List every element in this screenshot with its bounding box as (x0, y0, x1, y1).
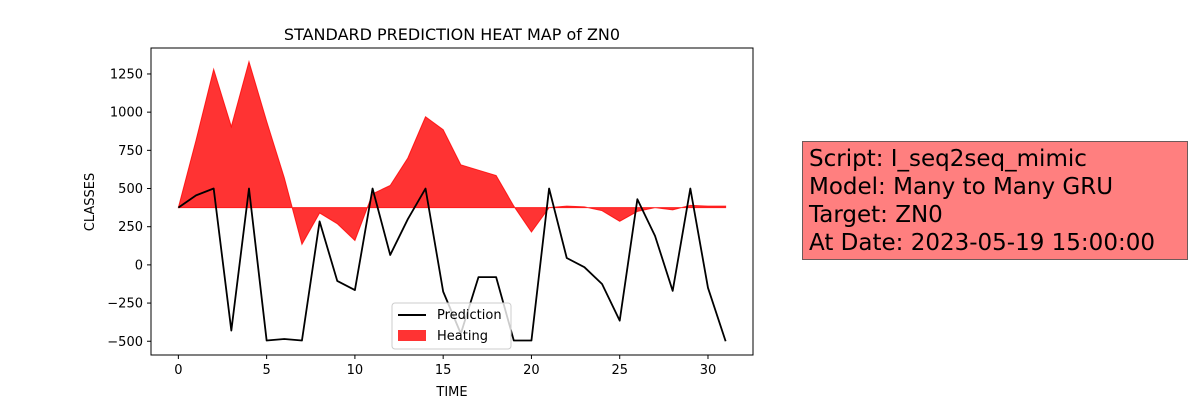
y-tick-label: 1000 (110, 106, 143, 121)
y-tick-label: 0 (135, 258, 143, 273)
y-tick-label: 1250 (110, 67, 143, 82)
y-tick-label: 250 (118, 220, 143, 235)
chart-title: STANDARD PREDICTION HEAT MAP of ZN0 (284, 25, 620, 44)
info-model: Model: Many to Many GRU (809, 174, 1114, 200)
info-box: Script: I_seq2seq_mimic Model: Many to M… (802, 141, 1188, 260)
y-tick-label: 500 (118, 182, 143, 197)
plot-frame (150, 47, 754, 356)
x-tick-label: 25 (611, 363, 628, 378)
legend-prediction-label: Prediction (437, 308, 502, 323)
x-tick-label: 20 (523, 363, 540, 378)
x-tick-label: 30 (700, 363, 717, 378)
y-axis-label: CLASSES (83, 173, 98, 231)
x-tick-label: 5 (262, 363, 270, 378)
y-tick-label: −250 (107, 297, 143, 312)
info-target: Target: ZN0 (809, 202, 943, 228)
legend-heating-swatch (398, 330, 426, 341)
x-tick-label: 10 (347, 363, 364, 378)
y-tick-label: −500 (107, 335, 143, 350)
info-script: Script: I_seq2seq_mimic (809, 146, 1087, 172)
x-tick-label: 0 (174, 363, 182, 378)
x-axis-label: TIME (435, 385, 467, 400)
info-date: At Date: 2023-05-19 15:00:00 (809, 230, 1155, 256)
legend-heating-label: Heating (437, 329, 488, 344)
legend: Prediction Heating (391, 302, 512, 350)
x-tick-label: 15 (435, 363, 452, 378)
heating-area (177, 59, 727, 246)
y-tick-label: 750 (118, 144, 143, 159)
